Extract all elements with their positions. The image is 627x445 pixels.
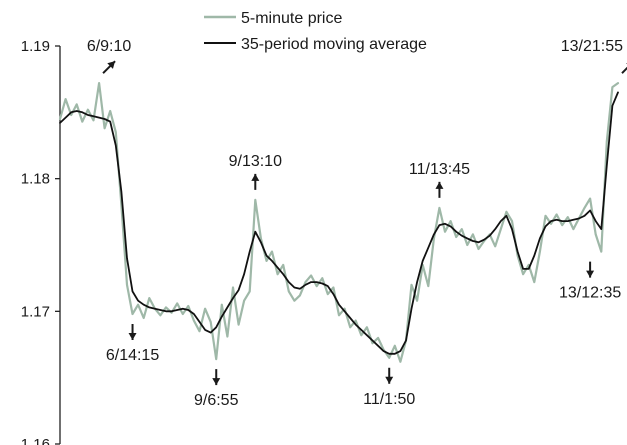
- annotation-label: 11/1:50: [363, 391, 415, 408]
- annotation-arrow-head: [107, 61, 116, 69]
- annotation: 6/9:10: [87, 38, 132, 74]
- plot-series: [58, 81, 620, 363]
- annotation-arrow-head: [212, 378, 221, 386]
- annotation: 6/14:15: [106, 323, 159, 364]
- annotation-arrow-head: [251, 173, 260, 181]
- annotation: 9/6:55: [194, 369, 239, 409]
- annotation-arrow-shaft: [621, 66, 627, 74]
- series-line-ma: [59, 91, 619, 355]
- annotation-arrow-head: [128, 332, 137, 340]
- y-tick-label: 1.19: [21, 38, 50, 55]
- annotation: 13/21:55: [561, 38, 627, 74]
- annotation-label: 9/6:55: [194, 392, 239, 409]
- annotation-label: 11/13:45: [409, 161, 470, 178]
- annotation-label: 6/9:10: [87, 38, 132, 55]
- axes: 1.16 1.17 1.18 1.19: [21, 38, 61, 445]
- annotation: 11/13:45: [409, 161, 470, 198]
- annotation: 13/12:35: [559, 261, 621, 302]
- y-tick-label: 1.18: [21, 171, 50, 188]
- y-tick-label: 1.16: [21, 436, 50, 445]
- annotation: 11/1:50: [363, 367, 415, 408]
- legend-label-price: 5-minute price: [241, 10, 342, 27]
- annotation-label: 13/21:55: [561, 38, 623, 55]
- y-ticks: 1.16 1.17 1.18 1.19: [21, 38, 60, 445]
- series-line-price: [58, 81, 620, 363]
- annotation-label: 6/14:15: [106, 347, 159, 364]
- annotations: 6/9:10 6/14:15 9/6:55 9/13:10 11/1:50 11/13:4…: [87, 38, 627, 409]
- annotation-arrow-head: [435, 181, 444, 189]
- annotation-label: 9/13:10: [229, 153, 282, 170]
- annotation-label: 13/12:35: [559, 285, 621, 302]
- annotation-arrow-head: [586, 270, 595, 278]
- legend-label-ma: 35-period moving average: [241, 36, 427, 53]
- y-tick-label: 1.17: [21, 303, 50, 320]
- annotation-arrow-head: [385, 376, 394, 384]
- annotation: 9/13:10: [229, 153, 282, 190]
- legend: 5-minute price 35-period moving average: [204, 10, 427, 53]
